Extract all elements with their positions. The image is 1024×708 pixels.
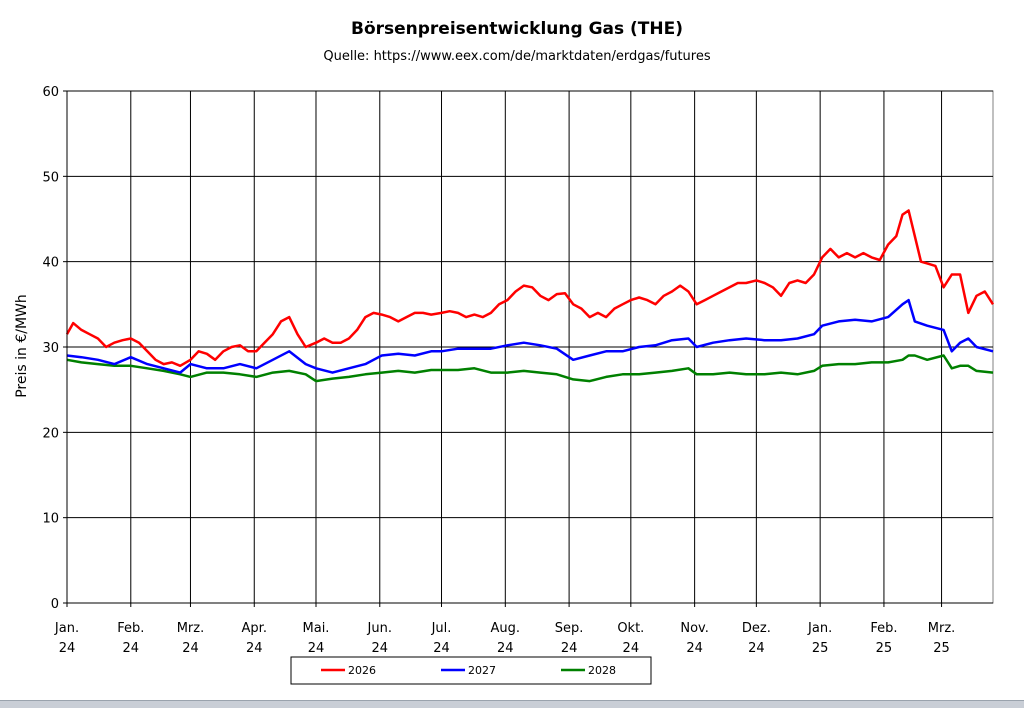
- series-line-2027: [66, 298, 994, 374]
- series-lines: [65, 209, 995, 383]
- x-tick-month: Apr.: [242, 621, 267, 636]
- x-tick-year: 24: [59, 641, 76, 656]
- x-tick-year: 24: [623, 641, 640, 656]
- x-tick-year: 24: [123, 641, 140, 656]
- x-tick-year: 25: [812, 641, 829, 656]
- x-tick-year: 24: [748, 641, 765, 656]
- x-tick-month: Feb.: [117, 621, 144, 636]
- x-tick-month: Feb.: [870, 621, 897, 636]
- x-tick-month: Dez.: [742, 621, 771, 636]
- y-tick-label: 20: [42, 426, 59, 441]
- x-tick-month: Jun.: [367, 621, 392, 636]
- series-line-2026: [65, 209, 995, 368]
- y-tick-label: 60: [42, 85, 59, 100]
- x-tick-month: Jan.: [807, 621, 832, 636]
- x-tick-month: Jan.: [54, 621, 79, 636]
- x-tick-month: Mrz.: [928, 621, 956, 636]
- y-tick-label: 10: [42, 512, 59, 527]
- x-tick-year: 25: [933, 641, 950, 656]
- x-tick-year: 24: [372, 641, 389, 656]
- legend-label-2027: 2027: [468, 664, 496, 677]
- axes: 0 10 20 30 40 50 60 Jan. 24 Feb. 24 Mrz. 24 Apr. 24 Mai…: [42, 85, 993, 656]
- x-tick-month: Mrz.: [177, 621, 205, 636]
- y-tick-label: 50: [42, 170, 59, 185]
- legend-label-2028: 2028: [588, 664, 616, 677]
- series-line-2028: [66, 354, 994, 383]
- chart-subtitle: Quelle: https://www.eex.com/de/marktdate…: [323, 49, 710, 64]
- y-tick-label: 40: [42, 256, 59, 271]
- x-tick-year: 24: [561, 641, 578, 656]
- x-tick-year: 24: [433, 641, 450, 656]
- x-tick-year: 25: [876, 641, 893, 656]
- chart-title: Börsenpreisentwicklung Gas (THE): [351, 19, 683, 39]
- legend-box: [290, 656, 652, 685]
- x-tick-year: 24: [497, 641, 514, 656]
- x-tick-month: Sep.: [555, 621, 584, 636]
- x-tick-month: Okt.: [617, 621, 644, 636]
- x-tick-month: Jul.: [431, 621, 452, 636]
- grid: [66, 90, 994, 604]
- bottom-border: [0, 700, 1024, 708]
- legend: 2026 2027 2028: [290, 656, 652, 685]
- x-tick-year: 24: [246, 641, 263, 656]
- y-axis-label: Preis in €/MWh: [14, 294, 30, 398]
- legend-label-2026: 2026: [348, 664, 376, 677]
- x-tick-year: 24: [308, 641, 325, 656]
- x-tick-month: Mai.: [303, 621, 330, 636]
- x-tick-month: Aug.: [491, 621, 521, 636]
- x-tick-year: 24: [686, 641, 703, 656]
- y-tick-label: 0: [51, 597, 59, 612]
- x-tick-year: 24: [182, 641, 199, 656]
- x-tick-month: Nov.: [680, 621, 709, 636]
- y-tick-label: 30: [42, 341, 59, 356]
